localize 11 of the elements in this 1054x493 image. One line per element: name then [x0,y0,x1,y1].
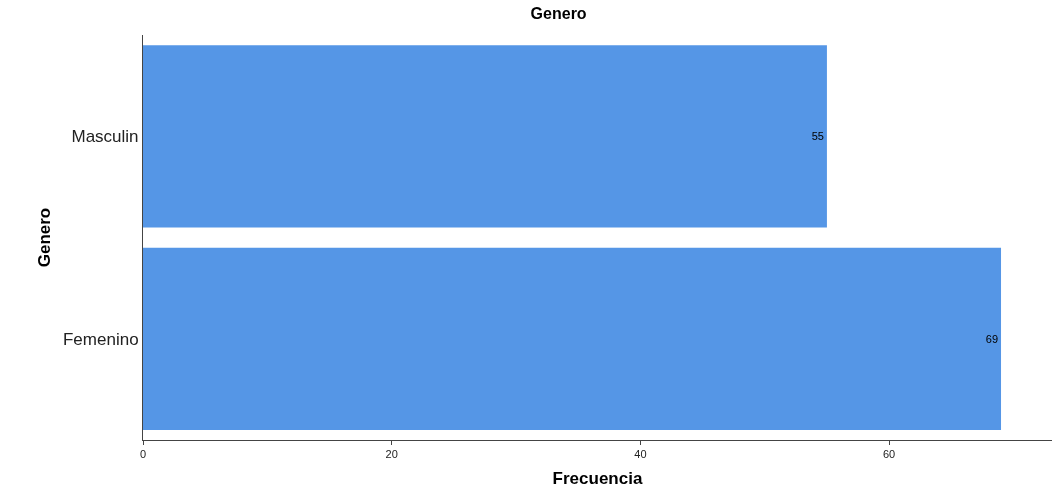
y-axis-title: Genero [34,207,54,268]
x-tick-label: 0 [139,448,147,461]
data-label: 55 [811,130,824,143]
x-axis-title: Frecuencia [552,468,643,488]
data-label: 69 [985,332,999,345]
x-tick-label: 40 [634,448,647,461]
x-tick-label: 20 [385,448,398,461]
x-tick-label: 60 [882,448,896,461]
chart-title: Genero [530,4,587,22]
y-tick-label: Masculin [71,127,139,147]
y-tick-label: Femenino [62,329,139,349]
